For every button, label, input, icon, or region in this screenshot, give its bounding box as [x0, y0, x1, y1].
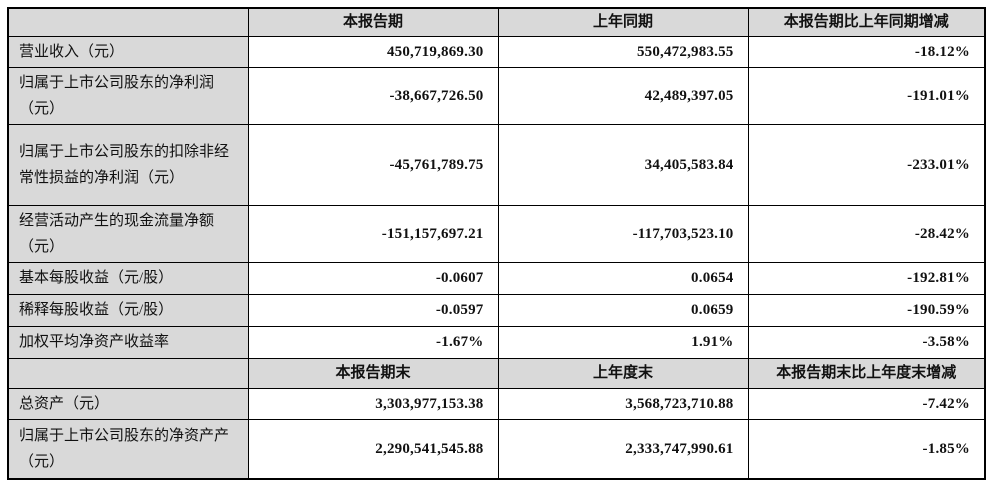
section2-corner-cell — [7, 357, 249, 389]
table-row-weighted-avg-roe: 加权平均净资产收益率 -1.67% 1.91% -3.58% — [7, 325, 986, 359]
section2-col-change: 本报告期末比上年度末增减 — [747, 357, 986, 389]
table-row-revenue: 营业收入（元） 450,719,869.30 550,472,983.55 -1… — [7, 35, 986, 68]
row-label: 加权平均净资产收益率 — [7, 325, 249, 359]
row-label: 归属于上市公司股东的净资产产（元） — [7, 418, 249, 480]
table-row-net-profit: 归属于上市公司股东的净利润（元） -38,667,726.50 42,489,3… — [7, 66, 986, 125]
section1-corner-cell — [7, 7, 249, 37]
value-current: -0.0607 — [247, 261, 499, 295]
value-prior: 3,568,723,710.88 — [497, 387, 749, 420]
value-prior: 0.0659 — [497, 293, 749, 327]
value-change: -192.81% — [747, 261, 986, 295]
value-current: -1.67% — [247, 325, 499, 359]
value-change: -7.42% — [747, 387, 986, 420]
table-row-operating-cash-flow: 经营活动产生的现金流量净额（元） -151,157,697.21 -117,70… — [7, 204, 986, 263]
value-change: -18.12% — [747, 35, 986, 68]
row-label: 归属于上市公司股东的扣除非经常性损益的净利润（元） — [7, 123, 249, 206]
section2-header-row: 本报告期末 上年度末 本报告期末比上年度末增减 — [7, 357, 986, 389]
value-current: 3,303,977,153.38 — [247, 387, 499, 420]
value-change: -190.59% — [747, 293, 986, 327]
row-label: 稀释每股收益（元/股） — [7, 293, 249, 327]
section1-header-row: 本报告期 上年同期 本报告期比上年同期增减 — [7, 7, 986, 37]
value-prior: 2,333,747,990.61 — [497, 418, 749, 480]
key-financial-data-table: 本报告期 上年同期 本报告期比上年同期增减 营业收入（元） 450,719,86… — [7, 7, 986, 480]
value-change: -28.42% — [747, 204, 986, 263]
value-change: -1.85% — [747, 418, 986, 480]
row-label: 总资产（元） — [7, 387, 249, 420]
table-row-net-assets: 归属于上市公司股东的净资产产（元） 2,290,541,545.88 2,333… — [7, 418, 986, 480]
row-label: 经营活动产生的现金流量净额（元） — [7, 204, 249, 263]
value-current: 450,719,869.30 — [247, 35, 499, 68]
row-label: 基本每股收益（元/股） — [7, 261, 249, 295]
section1-col-prior-period: 上年同期 — [497, 7, 749, 37]
value-prior: 34,405,583.84 — [497, 123, 749, 206]
value-current: -38,667,726.50 — [247, 66, 499, 125]
value-change: -3.58% — [747, 325, 986, 359]
value-current: -45,761,789.75 — [247, 123, 499, 206]
section1-col-change: 本报告期比上年同期增减 — [747, 7, 986, 37]
value-current: 2,290,541,545.88 — [247, 418, 499, 480]
value-prior: 1.91% — [497, 325, 749, 359]
table-row-total-assets: 总资产（元） 3,303,977,153.38 3,568,723,710.88… — [7, 387, 986, 420]
table-row-basic-eps: 基本每股收益（元/股） -0.0607 0.0654 -192.81% — [7, 261, 986, 295]
value-prior: 42,489,397.05 — [497, 66, 749, 125]
value-prior: 550,472,983.55 — [497, 35, 749, 68]
value-change: -233.01% — [747, 123, 986, 206]
table-row-diluted-eps: 稀释每股收益（元/股） -0.0597 0.0659 -190.59% — [7, 293, 986, 327]
value-change: -191.01% — [747, 66, 986, 125]
value-current: -151,157,697.21 — [247, 204, 499, 263]
value-current: -0.0597 — [247, 293, 499, 327]
table-row-net-profit-excl-nonrecurring: 归属于上市公司股东的扣除非经常性损益的净利润（元） -45,761,789.75… — [7, 123, 986, 206]
value-prior: -117,703,523.10 — [497, 204, 749, 263]
row-label: 归属于上市公司股东的净利润（元） — [7, 66, 249, 125]
section2-col-prior-year-end: 上年度末 — [497, 357, 749, 389]
value-prior: 0.0654 — [497, 261, 749, 295]
section1-col-current-period: 本报告期 — [247, 7, 499, 37]
row-label: 营业收入（元） — [7, 35, 249, 68]
section2-col-period-end: 本报告期末 — [247, 357, 499, 389]
